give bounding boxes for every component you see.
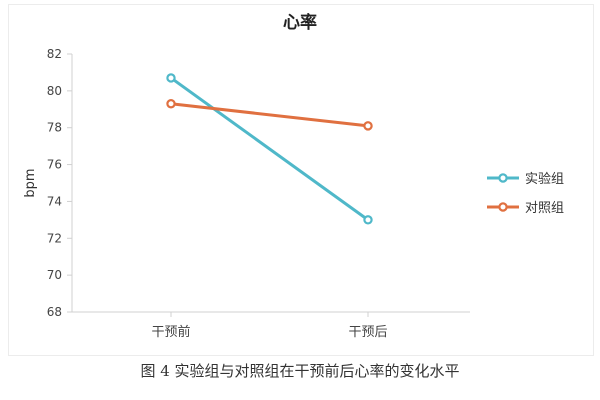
y-tick-label: 72: [47, 231, 62, 245]
y-tick-label: 80: [47, 84, 62, 98]
y-tick-label: 74: [47, 194, 62, 208]
legend-swatch-marker: [498, 173, 508, 183]
data-point: [166, 99, 176, 109]
x-tick-label: 干预后: [348, 325, 387, 340]
data-point: [363, 215, 373, 225]
y-tick-label: 70: [47, 268, 62, 282]
data-point: [363, 121, 373, 131]
chart-title: 心率: [283, 12, 317, 33]
series-line: [169, 76, 370, 222]
legend-label: 对照组: [525, 201, 564, 216]
series-layer: [166, 73, 373, 225]
series-line: [169, 102, 370, 128]
legend-swatch-marker: [498, 202, 508, 212]
y-axis-label: bpm: [23, 168, 38, 197]
chart-panel: [8, 4, 594, 356]
y-tick-label: 68: [47, 305, 62, 319]
figure-caption: 图 4 实验组与对照组在干预前后心率的变化水平: [140, 362, 460, 380]
data-point: [166, 73, 176, 83]
y-axis-ticks: 68 70 72 74 76 78 80 82: [47, 47, 72, 319]
x-tick-label: 干预前: [151, 324, 190, 340]
y-tick-label: 78: [47, 121, 62, 135]
x-axis-ticks: 干预前 干预后: [151, 312, 388, 340]
y-tick-label: 76: [47, 158, 62, 172]
legend-label: 实验组: [525, 171, 564, 187]
y-tick-label: 82: [47, 47, 62, 61]
